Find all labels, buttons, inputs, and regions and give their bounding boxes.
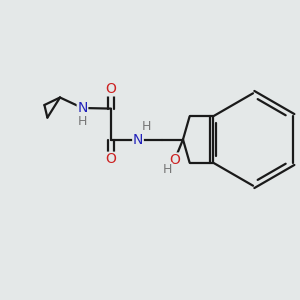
Text: O: O (169, 153, 180, 167)
Text: H: H (162, 163, 172, 176)
Text: O: O (106, 152, 116, 166)
Text: H: H (78, 115, 87, 128)
Text: H: H (142, 120, 151, 134)
Text: O: O (106, 82, 116, 96)
Text: N: N (133, 133, 143, 146)
Text: N: N (77, 101, 88, 115)
